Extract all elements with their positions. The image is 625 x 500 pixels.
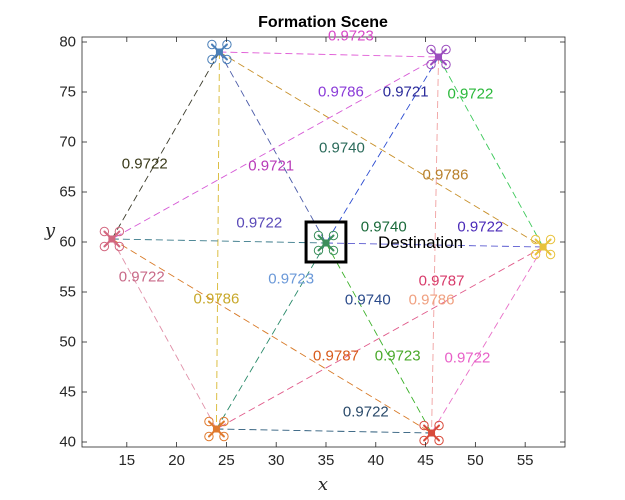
edge-weight-label: 0.9787 — [313, 348, 359, 365]
formation-edge — [325, 56, 439, 244]
y-tick-label: 40 — [59, 434, 76, 451]
destination-layer: Destination — [304, 220, 463, 264]
edge-weight-label: 0.9722 — [457, 219, 503, 236]
edge-weight-label: 0.9786 — [318, 84, 364, 101]
formation-edge — [111, 51, 220, 240]
destination-label: Destination — [378, 233, 463, 252]
y-tick-label: 60 — [59, 234, 76, 251]
formation-edge — [219, 51, 327, 244]
formation-edge — [215, 51, 220, 430]
edge-weight-label: 0.9722 — [447, 86, 493, 103]
quadrotor-agent — [419, 420, 444, 446]
quadrotor-agent — [99, 226, 125, 252]
edge-weight-label: 0.9723 — [375, 348, 421, 365]
x-tick-label: 45 — [417, 452, 434, 469]
y-tick-label: 75 — [59, 84, 76, 101]
quadrotor-agent — [426, 44, 451, 70]
edge-weight-label: 0.9721 — [248, 158, 294, 175]
edge-weight-label: 0.9722 — [343, 404, 389, 421]
x-tick-label: 30 — [268, 452, 285, 469]
chart-title: Formation Scene — [258, 14, 388, 31]
formation-edge — [438, 56, 544, 248]
y-tick-label: 50 — [59, 334, 76, 351]
edge-weight-label: 0.9722 — [236, 215, 282, 232]
edge-weight-label: 0.9786 — [193, 291, 239, 308]
formation-edge — [431, 56, 439, 434]
y-axis-ticks: 40 45 50 55 60 65 70 75 80 — [59, 34, 565, 451]
edge-weight-label: 0.9740 — [319, 140, 365, 157]
x-tick-label: 15 — [118, 452, 135, 469]
edge-weight-label: 0.9723 — [268, 271, 314, 288]
quadrotor-agent — [313, 230, 339, 256]
formation-edge — [216, 242, 327, 430]
formation-edge — [219, 51, 544, 248]
y-tick-label: 80 — [59, 34, 76, 51]
formation-edge — [111, 238, 326, 244]
formation-edge — [325, 242, 432, 434]
formation-edge — [216, 428, 432, 434]
edge-weight-label: 0.9740 — [345, 292, 391, 309]
formation-edge — [216, 246, 544, 430]
destination-box — [304, 220, 348, 264]
y-tick-label: 55 — [59, 284, 76, 301]
x-tick-label: 25 — [218, 452, 235, 469]
formation-edge — [111, 238, 217, 430]
annotation-layer: 0.9723 0.9786 0.9721 0.9722 0.9722 0.9721 0.97… — [119, 28, 503, 421]
x-tick-label: 50 — [467, 452, 484, 469]
formation-edge — [431, 246, 544, 434]
x-tick-label: 40 — [367, 452, 384, 469]
x-tick-label: 35 — [318, 452, 335, 469]
x-tick-label: 20 — [168, 452, 185, 469]
y-tick-label: 65 — [59, 184, 76, 201]
y-axis-label: y — [44, 220, 56, 241]
formation-edge — [219, 51, 439, 58]
edge-weight-label: 0.9722 — [444, 350, 490, 367]
x-axis-ticks: 15 20 25 30 35 40 45 50 55 — [118, 37, 534, 469]
formation-edge — [111, 238, 432, 434]
quadrotor-agent — [204, 416, 229, 442]
edge-weight-label: 0.9786 — [423, 167, 469, 184]
formation-edge — [111, 56, 439, 240]
edge-weight-label: 0.9721 — [383, 84, 429, 101]
y-tick-label: 70 — [59, 134, 76, 151]
x-axis-label: x — [318, 474, 328, 495]
edge-weight-label: 0.9723 — [328, 28, 374, 45]
edge-weight-label: 0.9722 — [122, 156, 168, 173]
quadrotor-agent — [207, 39, 232, 65]
edge-weight-label: 0.9786 — [409, 292, 455, 309]
edge-layer — [111, 51, 544, 434]
y-tick-label: 45 — [59, 384, 76, 401]
edge-weight-label: 0.9740 — [361, 219, 407, 236]
formation-edge — [325, 242, 544, 248]
edge-weight-label: 0.9787 — [419, 273, 465, 290]
agent-layer — [99, 39, 556, 446]
edge-weight-label: 0.9722 — [119, 269, 165, 286]
quadrotor-agent — [530, 234, 556, 260]
x-tick-label: 55 — [517, 452, 534, 469]
